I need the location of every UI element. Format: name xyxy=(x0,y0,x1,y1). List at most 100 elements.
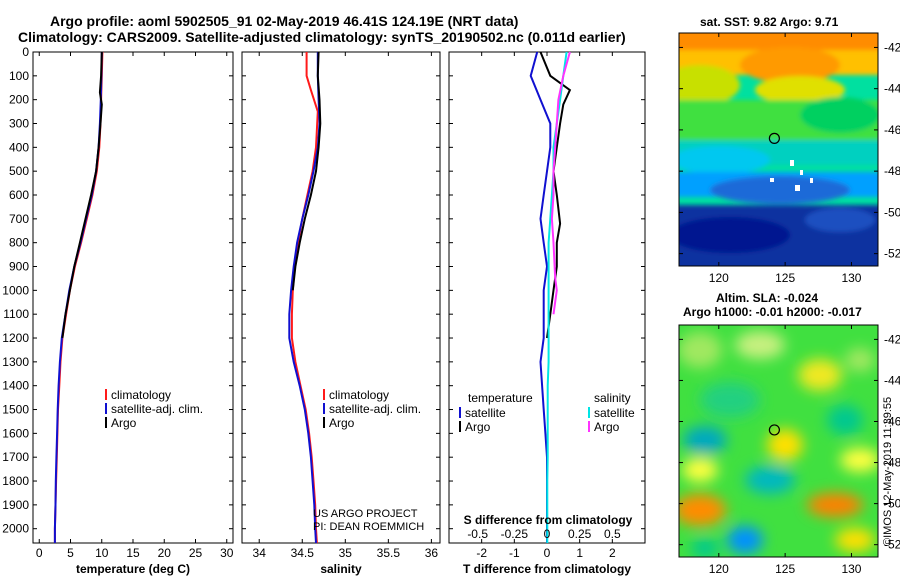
legend-label: Argo xyxy=(329,416,355,430)
plot-frame xyxy=(241,51,441,544)
map-y-tick-label: -46 xyxy=(884,414,900,428)
y-tick-label: 1100 xyxy=(3,307,29,321)
x-tick-label: 34.5 xyxy=(291,546,315,560)
title-line-1: Argo profile: aoml 5902505_91 02-May-201… xyxy=(50,13,518,29)
y-tick-label: 100 xyxy=(9,69,29,83)
x-tick-label: 30 xyxy=(220,546,234,560)
y-tick-label: 1600 xyxy=(2,426,29,440)
secondary-x-tick-label: -0.25 xyxy=(501,527,529,541)
title-line-2: Climatology: CARS2009. Satellite-adjuste… xyxy=(18,29,626,45)
legend-title-temperature: temperature xyxy=(468,391,533,405)
x-tick-label: 35 xyxy=(339,546,353,560)
sla-map-image xyxy=(679,325,878,557)
salinity-panel: 34 34.5 35 35.5 36 salinity climatologysatelli… xyxy=(241,51,441,576)
y-tick-label: 1500 xyxy=(2,403,29,417)
legend-title-salinity: salinity xyxy=(594,391,631,405)
x-tick-label: 25 xyxy=(189,546,203,560)
x-tick-label: 0 xyxy=(544,546,551,560)
secondary-x-tick-label: -0.5 xyxy=(467,527,488,541)
annotation-pi: PI: DEAN ROEMMICH xyxy=(313,521,424,533)
series-line xyxy=(291,51,322,291)
map-x-tick-label: 130 xyxy=(841,562,861,576)
y-tick-label: 1700 xyxy=(2,450,29,464)
plot-frame xyxy=(32,51,234,544)
y-tick-label: 600 xyxy=(9,188,29,202)
x-axis-label: temperature (deg C) xyxy=(76,562,190,576)
y-tick-label: 500 xyxy=(9,164,29,178)
map-x-tick-label: 130 xyxy=(841,271,861,285)
y-tick-label: 1900 xyxy=(2,498,29,512)
y-tick-label: 800 xyxy=(9,236,29,250)
secondary-x-axis-label: S difference from climatology xyxy=(464,513,633,527)
x-axis-label: T difference from climatology xyxy=(463,562,631,576)
x-tick-label: 5 xyxy=(67,546,74,560)
map-y-tick-label: -42 xyxy=(884,40,900,54)
x-tick-label: 10 xyxy=(95,546,109,560)
sla-map-subtitle: Argo h1000: -0.01 h2000: -0.017 xyxy=(683,305,862,319)
map-y-tick-label: -42 xyxy=(884,332,900,346)
sla-argo-marker xyxy=(768,424,780,436)
legend-label: Argo xyxy=(465,420,491,434)
credit-text: ©IMOS 12-May-2019 11:39:55 xyxy=(882,397,894,546)
y-tick-label: 900 xyxy=(9,260,29,274)
y-tick-label: 1200 xyxy=(2,331,29,345)
x-axis-label: salinity xyxy=(320,562,362,576)
map-x-tick-label: 120 xyxy=(709,271,729,285)
legend-label: Argo xyxy=(111,416,137,430)
map-y-tick-label: -48 xyxy=(884,164,900,178)
map-y-tick-label: -44 xyxy=(884,82,900,96)
x-tick-label: -1 xyxy=(509,546,520,560)
map-y-tick-label: -50 xyxy=(884,497,900,511)
x-tick-label: 1 xyxy=(576,546,583,560)
map-x-tick-label: 125 xyxy=(775,562,795,576)
y-tick-label: 1800 xyxy=(2,474,29,488)
sla-map-title: Altim. SLA: -0.024 xyxy=(716,291,818,305)
x-tick-label: 36 xyxy=(425,546,439,560)
sst-map-axes: 120 125 130 -42 -44 -46 -48 -50 -52 xyxy=(679,33,900,285)
y-tick-label: 1300 xyxy=(2,355,29,369)
secondary-x-tick-label: 0.5 xyxy=(604,527,621,541)
annotation-project: US ARGO PROJECT xyxy=(313,508,418,520)
legend-label: climatology xyxy=(111,388,171,402)
x-tick-label: 15 xyxy=(126,546,140,560)
y-tick-label: 0 xyxy=(22,45,29,59)
map-y-tick-label: -44 xyxy=(884,373,900,387)
y-tick-label: 700 xyxy=(9,212,29,226)
legend-label: satellite xyxy=(594,406,635,420)
map-y-tick-label: -52 xyxy=(884,247,900,261)
x-tick-label: 35.5 xyxy=(377,546,401,560)
series-line xyxy=(539,51,572,339)
y-tick-label: 200 xyxy=(9,93,29,107)
legend-label: satellite-adj. clim. xyxy=(329,402,421,416)
y-tick-label: 1000 xyxy=(2,283,29,297)
legend-label: Argo xyxy=(594,420,620,434)
sst-map-image xyxy=(679,33,878,266)
x-tick-label: 34 xyxy=(253,546,267,560)
y-tick-label: 1400 xyxy=(2,379,29,393)
sla-map-frame xyxy=(678,324,879,558)
legend-label: satellite xyxy=(465,406,506,420)
sla-map-axes: 120 125 130 -42 -44 -46 -48 -50 -52 xyxy=(679,325,900,576)
x-tick-label: 20 xyxy=(158,546,172,560)
map-x-tick-label: 125 xyxy=(775,271,795,285)
sst-map-title: sat. SST: 9.82 Argo: 9.71 xyxy=(700,15,839,29)
x-tick-label: 0 xyxy=(36,546,43,560)
y-tick-label: 300 xyxy=(9,117,29,131)
sst-argo-marker xyxy=(768,132,780,144)
map-y-tick-label: -46 xyxy=(884,123,900,137)
map-y-tick-label: -52 xyxy=(884,538,900,552)
x-tick-label: 2 xyxy=(609,546,616,560)
series-line xyxy=(550,51,571,315)
difference-panel: -2 -1 0 1 2 T difference from climatology temp… xyxy=(448,51,646,576)
map-y-tick-label: -50 xyxy=(884,205,900,219)
map-y-tick-label: -48 xyxy=(884,456,900,470)
legend-label: climatology xyxy=(329,388,389,402)
y-tick-label: 2000 xyxy=(2,522,29,536)
map-x-tick-label: 120 xyxy=(709,562,729,576)
temperature-panel: 0100200300400500600700800900100011001200… xyxy=(2,45,233,576)
x-tick-label: -2 xyxy=(476,546,487,560)
legend-label: satellite-adj. clim. xyxy=(111,402,203,416)
secondary-x-tick-label: 0.25 xyxy=(568,527,592,541)
secondary-x-tick-label: 0 xyxy=(544,527,551,541)
